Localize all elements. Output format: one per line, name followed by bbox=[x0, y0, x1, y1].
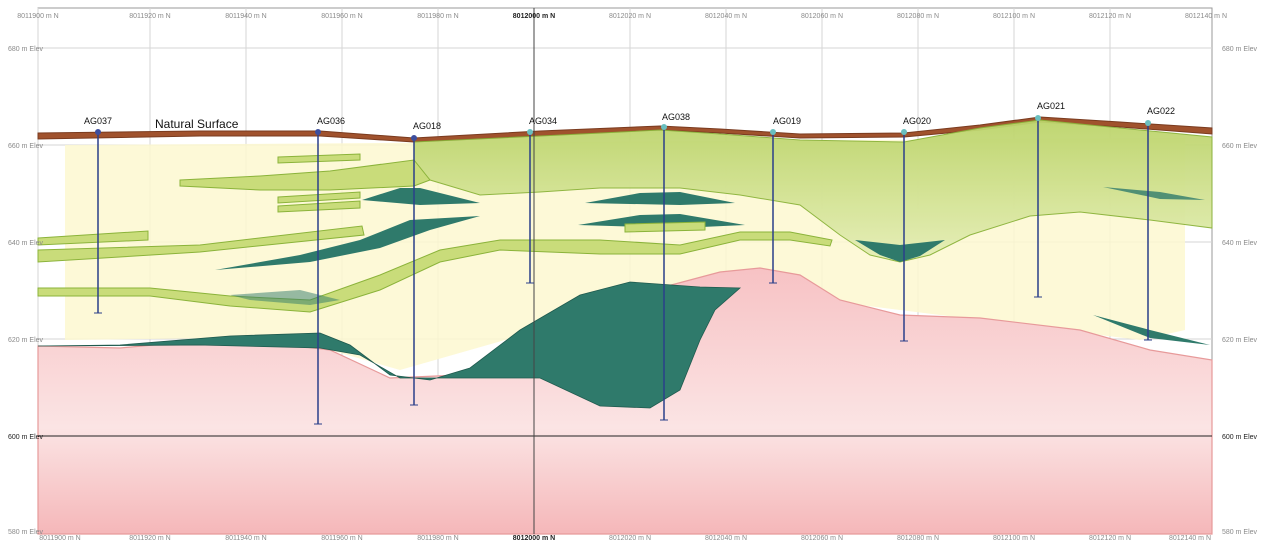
drillhole-label: AG034 bbox=[529, 116, 557, 126]
drillhole[interactable]: AG019 bbox=[769, 116, 801, 284]
green-band-lower bbox=[37, 231, 833, 313]
natural-surface-label: Natural Surface bbox=[155, 117, 239, 131]
northing-label: 8012080 m N bbox=[897, 13, 939, 20]
northing-label: 8012100 m N bbox=[993, 535, 1035, 542]
green-lens-b bbox=[277, 153, 361, 164]
northing-label: 8012000 m N bbox=[513, 13, 555, 20]
northing-labels-top: 8011900 m N 8011920 m N 8011940 m N 8011… bbox=[17, 13, 1227, 20]
green-lens-e bbox=[624, 221, 706, 233]
northing-label: 8012140 m N bbox=[1169, 535, 1211, 542]
drillhole[interactable]: AG036 bbox=[314, 116, 345, 425]
green-unit-upper bbox=[413, 119, 1213, 263]
drillhole[interactable]: AG018 bbox=[410, 121, 441, 406]
elevation-label: 600 m Elev bbox=[8, 434, 44, 441]
northing-label: 8012120 m N bbox=[1089, 13, 1131, 20]
northing-label: 8011940 m N bbox=[225, 535, 267, 542]
elevation-label: 660 m Elev bbox=[1222, 143, 1258, 150]
drillhole-label: AG022 bbox=[1147, 106, 1175, 116]
dark-lens-h bbox=[230, 290, 340, 305]
elevation-label: 620 m Elev bbox=[8, 337, 44, 344]
drillhole[interactable]: AG034 bbox=[526, 116, 557, 284]
northing-label: 8012040 m N bbox=[705, 535, 747, 542]
northing-label: 8011940 m N bbox=[225, 13, 267, 20]
northing-label: 8011900 m N bbox=[17, 13, 59, 20]
northing-label: 8012040 m N bbox=[705, 13, 747, 20]
drillhole-label: AG020 bbox=[903, 116, 931, 126]
elevation-label: 680 m Elev bbox=[1222, 46, 1258, 53]
northing-label: 8012120 m N bbox=[1089, 535, 1131, 542]
drillhole-label: AG018 bbox=[413, 121, 441, 131]
elevation-label: 660 m Elev bbox=[8, 143, 44, 150]
green-band-left-small bbox=[37, 230, 149, 246]
northing-labels-bottom: 8011900 m N 8011920 m N 8011940 m N 8011… bbox=[39, 535, 1211, 542]
green-band-left bbox=[37, 225, 365, 263]
elevation-label: 580 m Elev bbox=[8, 529, 44, 536]
northing-label: 8012060 m N bbox=[801, 535, 843, 542]
drillhole-label: AG037 bbox=[84, 116, 112, 126]
northing-label: 8012080 m N bbox=[897, 535, 939, 542]
drillhole-label: AG019 bbox=[773, 116, 801, 126]
drillhole[interactable]: AG037 bbox=[84, 116, 112, 314]
drillhole[interactable]: AG022 bbox=[1144, 106, 1175, 341]
green-lens-a bbox=[179, 159, 431, 191]
drillhole-label: AG021 bbox=[1037, 101, 1065, 111]
dark-lens-g bbox=[855, 240, 945, 262]
elevation-label: 580 m Elev bbox=[1222, 529, 1258, 536]
elevation-labels-left: 680 m Elev 660 m Elev 640 m Elev 620 m E… bbox=[8, 46, 44, 536]
dark-lens-a bbox=[362, 188, 480, 205]
drillhole-label: AG038 bbox=[662, 112, 690, 122]
northing-label: 8012020 m N bbox=[609, 535, 651, 542]
northing-label: 8012100 m N bbox=[993, 13, 1035, 20]
drillhole[interactable]: AG020 bbox=[900, 116, 931, 342]
northing-label: 8011980 m N bbox=[417, 13, 459, 20]
northing-label: 8012020 m N bbox=[609, 13, 651, 20]
elevation-label: 600 m Elev bbox=[1222, 434, 1258, 441]
northing-label: 8012060 m N bbox=[801, 13, 843, 20]
northing-label: 8011920 m N bbox=[129, 13, 171, 20]
drillhole[interactable]: AG021 bbox=[1034, 101, 1065, 298]
elevation-label: 680 m Elev bbox=[8, 46, 44, 53]
elevation-label: 640 m Elev bbox=[8, 240, 44, 247]
northing-label: 8011900 m N bbox=[39, 535, 81, 542]
northing-label: 8011960 m N bbox=[321, 535, 363, 542]
drillholes: AG037 AG036 AG018 AG034 AG038 bbox=[84, 101, 1175, 425]
drillhole-label: AG036 bbox=[317, 116, 345, 126]
drillhole[interactable]: AG038 bbox=[660, 112, 690, 421]
dark-lens-c bbox=[585, 192, 735, 205]
dark-lens-e bbox=[1103, 187, 1205, 200]
northing-label: 8011960 m N bbox=[321, 13, 363, 20]
elevation-label: 640 m Elev bbox=[1222, 240, 1258, 247]
northing-label: 8011920 m N bbox=[129, 535, 171, 542]
northing-label: 8012140 m N bbox=[1185, 13, 1227, 20]
elevation-labels-right: 680 m Elev 660 m Elev 640 m Elev 620 m E… bbox=[1222, 46, 1258, 536]
elevation-label: 620 m Elev bbox=[1222, 337, 1258, 344]
northing-label: 8012000 m N bbox=[513, 535, 555, 542]
northing-label: 8011980 m N bbox=[417, 535, 459, 542]
green-lens-c bbox=[277, 191, 361, 204]
dark-lens-lower bbox=[37, 281, 742, 409]
green-lens-d bbox=[277, 200, 361, 213]
